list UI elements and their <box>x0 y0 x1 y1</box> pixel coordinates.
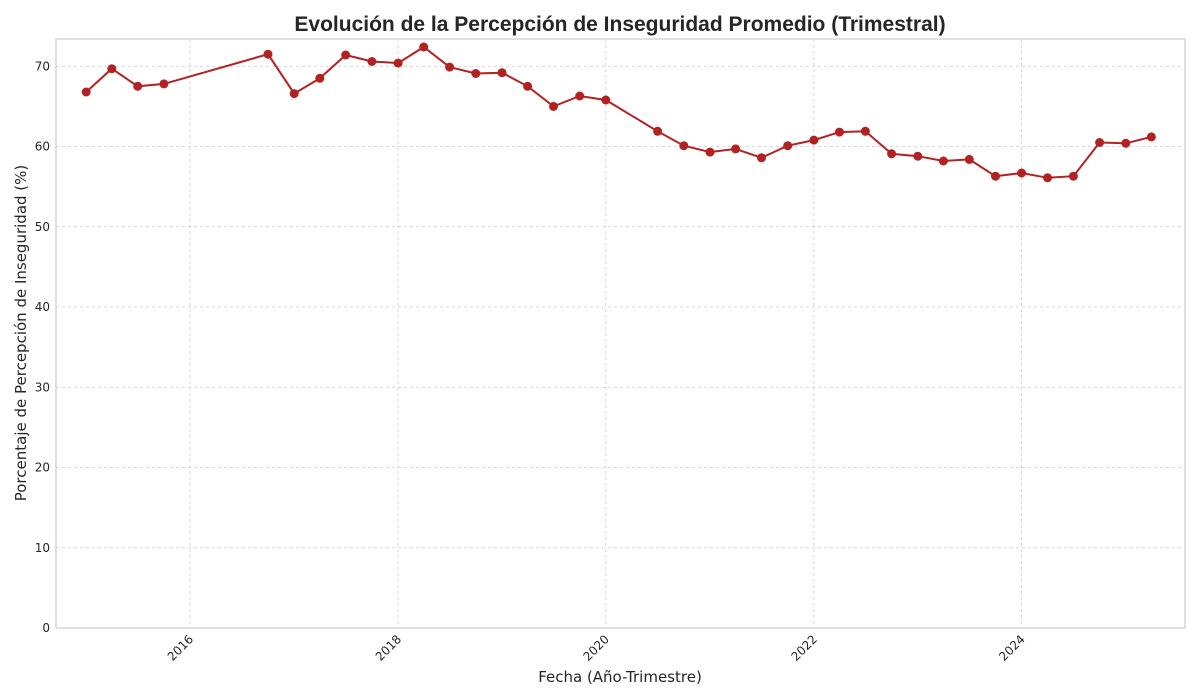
data-point <box>1068 171 1078 181</box>
y-tick-label: 10 <box>35 541 50 555</box>
series-group <box>81 42 1156 183</box>
data-point <box>731 144 741 154</box>
y-tick-label: 0 <box>42 621 50 635</box>
data-point <box>860 126 870 136</box>
data-point <box>809 135 819 145</box>
data-point <box>445 62 455 72</box>
data-point <box>601 95 611 105</box>
x-tick-label: 2024 <box>996 632 1027 663</box>
plot-frame <box>55 38 1186 629</box>
data-point <box>679 141 689 151</box>
y-tick-label: 50 <box>35 220 50 234</box>
x-axis-label: Fecha (Año-Trimestre) <box>538 668 702 686</box>
data-point <box>81 87 91 97</box>
x-tick-label: 2018 <box>373 632 404 663</box>
x-axis-ticks: 2016 2018 2020 2022 2024 <box>165 632 1028 663</box>
data-point <box>523 81 533 91</box>
data-point <box>1121 138 1131 148</box>
y-gridlines <box>56 65 1185 629</box>
data-point <box>783 141 793 151</box>
y-axis-label: Porcentaje de Percepción de Inseguridad … <box>12 165 30 502</box>
data-point <box>367 57 377 66</box>
data-point <box>705 147 715 157</box>
data-point <box>938 156 948 166</box>
y-axis-ticks: 0 10 20 30 40 50 60 70 <box>35 59 50 635</box>
data-point <box>549 101 558 111</box>
data-point <box>653 126 663 136</box>
data-point <box>1095 138 1105 147</box>
data-point <box>835 127 844 137</box>
data-point <box>1146 132 1156 142</box>
data-point <box>1017 168 1027 178</box>
data-point <box>159 79 169 89</box>
data-point <box>575 91 585 101</box>
data-point <box>913 151 923 161</box>
data-point <box>1043 173 1052 183</box>
y-tick-label: 20 <box>35 461 50 475</box>
data-point <box>471 69 481 78</box>
data-point <box>887 149 897 159</box>
chart-title: Evolución de la Percepción de Insegurida… <box>294 13 945 36</box>
data-point <box>341 50 351 60</box>
data-point <box>964 154 974 164</box>
y-tick-label: 30 <box>35 380 50 394</box>
data-point <box>289 89 299 99</box>
data-point <box>133 81 143 91</box>
data-point <box>757 153 766 163</box>
data-point <box>419 42 429 52</box>
data-point <box>393 58 403 68</box>
y-tick-label: 70 <box>35 59 50 73</box>
series-line <box>85 45 1152 179</box>
data-point <box>263 49 273 59</box>
x-tick-label: 2016 <box>165 632 196 663</box>
x-tick-label: 2020 <box>580 632 611 663</box>
y-tick-label: 60 <box>35 140 50 154</box>
x-tick-label: 2022 <box>789 632 820 663</box>
data-point <box>497 68 507 78</box>
data-point <box>991 171 1000 181</box>
data-point <box>107 64 117 74</box>
data-point <box>315 73 325 83</box>
x-gridlines <box>189 39 1023 628</box>
y-tick-label: 40 <box>35 300 50 314</box>
